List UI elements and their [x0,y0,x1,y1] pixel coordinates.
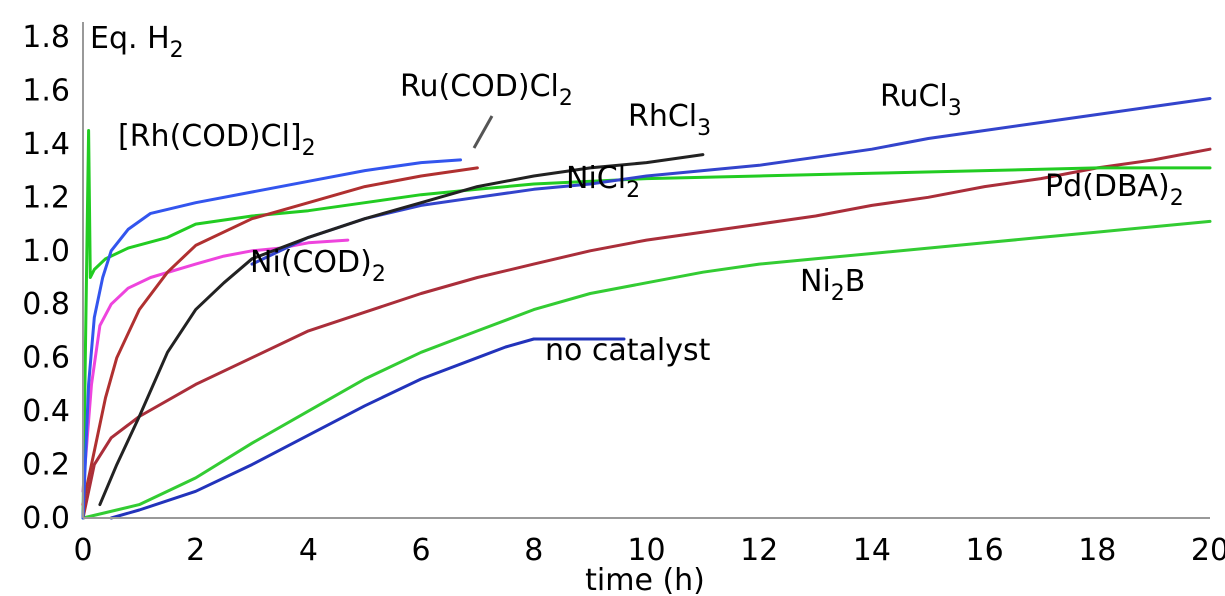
x-tick-label: 20 [1191,533,1225,568]
x-axis-label: time (h) [585,563,705,596]
x-tick-label: 0 [73,533,92,568]
y-tick-label: 0.8 [22,287,70,322]
series-line-rucl3 [250,97,1212,266]
series-line-nicl2 [81,147,1212,520]
series-label-nicl2: NiCl2 [566,161,640,203]
series-line-ni2b [81,219,1212,520]
series-label-rh-cod-cl-2: [Rh(COD)Cl]2 [118,119,316,161]
x-tick-label: 6 [412,533,431,568]
series-label-no-catalyst: no catalyst [545,333,711,368]
x-tick-label: 14 [853,533,891,568]
series-line-rh-cod-cl-2 [81,158,462,520]
y-tick-label: 0.2 [22,448,70,483]
series-labels: [Rh(COD)Cl]2 Ru(COD)Cl2 RhCl3 RuCl3 Pd(DBA)2… [118,69,1184,368]
x-tick-label: 18 [1078,533,1116,568]
series-label-ni-cod-2: Ni(COD)2 [250,245,386,287]
y-tick-label: 1.8 [22,20,70,55]
y-tick-label: 1.6 [22,73,70,108]
y-axis-label-main: Eq. H [90,21,170,56]
series-line-rhcl3 [98,153,705,507]
y-axis-label-subscript: 2 [170,38,184,63]
series-line-pd-dba-2 [81,129,1212,520]
label-leader-lines [472,115,494,149]
y-axis-ticks: 0.0 0.2 0.4 0.6 0.8 1.0 1.2 1.4 1.6 1.8 [22,20,70,536]
series-lines [81,97,1212,520]
y-tick-label: 0.4 [22,394,70,429]
ru-cod-cl2-leader-line [472,115,494,149]
series-label-rhcl3: RhCl3 [628,99,711,141]
x-axis-ticks: 0 2 4 6 8 10 12 14 16 18 20 [73,533,1225,568]
x-tick-label: 16 [966,533,1004,568]
y-tick-label: 1.0 [22,234,70,269]
x-tick-label: 8 [524,533,543,568]
series-line-ru-cod-cl2 [81,166,479,507]
series-label-rucl3: RuCl3 [880,79,962,121]
y-axis-label: Eq. H2 [90,21,184,63]
x-tick-label: 4 [299,533,318,568]
y-tick-label: 0.6 [22,341,70,376]
x-tick-label: 12 [740,533,778,568]
y-tick-label: 1.4 [22,127,70,162]
x-tick-label: 10 [627,533,665,568]
series-label-ru-cod-cl2: Ru(COD)Cl2 [400,69,573,111]
series-line-no-catalyst [109,337,626,520]
y-tick-label: 1.2 [22,180,70,215]
x-tick-label: 2 [186,533,205,568]
y-tick-label: 0.0 [22,501,70,536]
series-label-pd-dba-2: Pd(DBA)2 [1045,169,1184,211]
series-label-ni2b: Ni2B [800,264,865,306]
